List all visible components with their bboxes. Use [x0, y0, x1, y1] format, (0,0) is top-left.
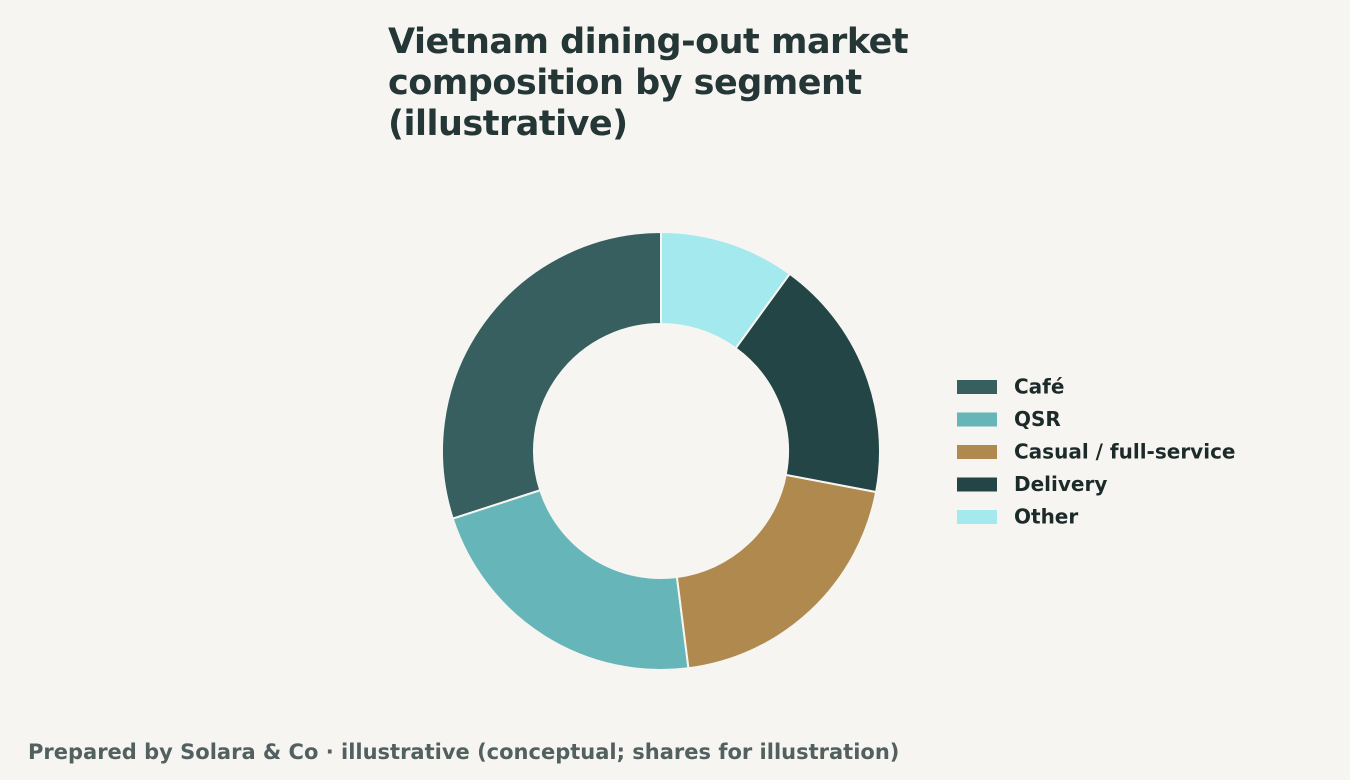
donut-slice: [451, 488, 690, 671]
footer: Prepared by Solara & Co · illustrative (…: [28, 740, 900, 764]
legend-swatch: [957, 477, 997, 492]
chart-title: Vietnam dining-out market composition by…: [388, 22, 909, 144]
legend-label: Casual / full-service: [1014, 440, 1236, 464]
donut-slice: [675, 473, 878, 670]
legend-label: Other: [1014, 505, 1078, 529]
legend-swatch: [957, 380, 997, 394]
legend-swatch: [957, 510, 997, 524]
donut-slice: [441, 230, 662, 520]
legend-swatch: [957, 445, 997, 459]
donut-slice: [660, 230, 792, 350]
legend-label: Café: [1014, 375, 1064, 399]
legend-label: QSR: [1014, 407, 1061, 431]
legend-label: Delivery: [1014, 472, 1107, 496]
legend-swatch: [957, 412, 997, 427]
donut-slice: [734, 272, 881, 494]
